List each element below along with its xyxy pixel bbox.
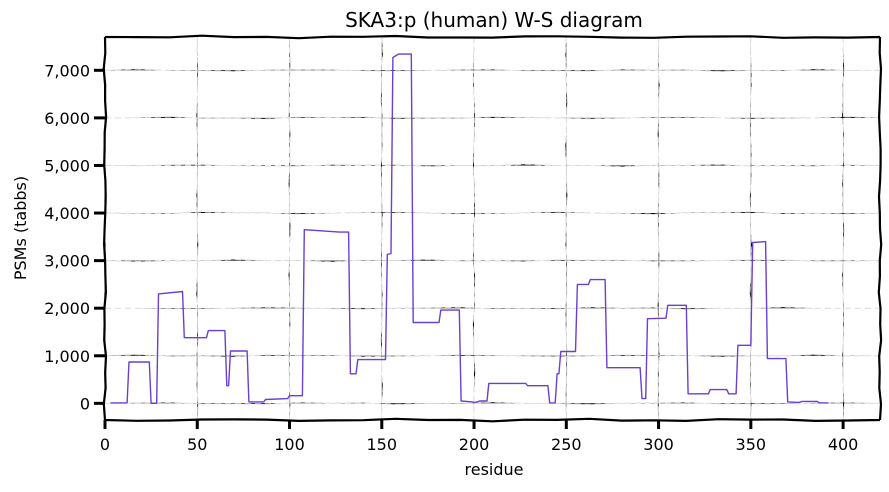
grid-line-y <box>104 306 881 310</box>
grid-line-x <box>749 36 753 421</box>
plot-frame <box>102 34 883 423</box>
y-tick-label: 2,000 <box>44 299 90 318</box>
grid-line-x <box>564 36 568 421</box>
x-tick-label: 150 <box>367 435 398 454</box>
grid-line-y <box>104 116 881 120</box>
grid-line-y <box>104 401 881 405</box>
y-tick-label: 5,000 <box>44 156 90 175</box>
x-tick-label: 300 <box>643 435 674 454</box>
y-tick-label: 3,000 <box>44 252 90 271</box>
grid-line-y <box>104 258 881 263</box>
x-tick-label: 100 <box>274 435 305 454</box>
series-line <box>110 53 829 404</box>
y-tick-label: 7,000 <box>44 61 90 80</box>
x-axis: 0 50 100 150 200 250 300 350 400 <box>100 420 858 454</box>
grid-line-y <box>104 211 881 215</box>
y-tick-label: 1,000 <box>44 347 90 366</box>
y-tick-label: 0 <box>80 394 90 413</box>
y-axis-label: PSMs (tabbs) <box>11 176 30 280</box>
x-tick-label: 400 <box>828 435 859 454</box>
grid-line-x <box>380 36 384 421</box>
grid-line-y <box>104 354 881 358</box>
grid-line-x <box>472 36 476 421</box>
y-axis: 0 1,000 2,000 3,000 4,000 5,000 6,000 7,000 <box>44 61 105 413</box>
grid-line-y <box>104 68 881 72</box>
x-tick-label: 0 <box>100 435 110 454</box>
grid-line-x <box>195 36 199 421</box>
x-axis-label: residue <box>465 460 524 479</box>
x-tick-label: 250 <box>551 435 582 454</box>
x-tick-label: 50 <box>187 435 207 454</box>
x-tick-label: 350 <box>736 435 767 454</box>
grid-line-x <box>656 36 661 421</box>
grid-line-y <box>104 163 881 168</box>
grid-line-x <box>287 36 292 421</box>
grid <box>103 36 881 421</box>
y-tick-label: 6,000 <box>44 109 90 128</box>
y-tick-label: 4,000 <box>44 204 90 223</box>
x-tick-label: 200 <box>459 435 490 454</box>
grid-line-x <box>841 36 845 421</box>
chart-title: SKA3:p (human) W-S diagram <box>345 8 643 32</box>
